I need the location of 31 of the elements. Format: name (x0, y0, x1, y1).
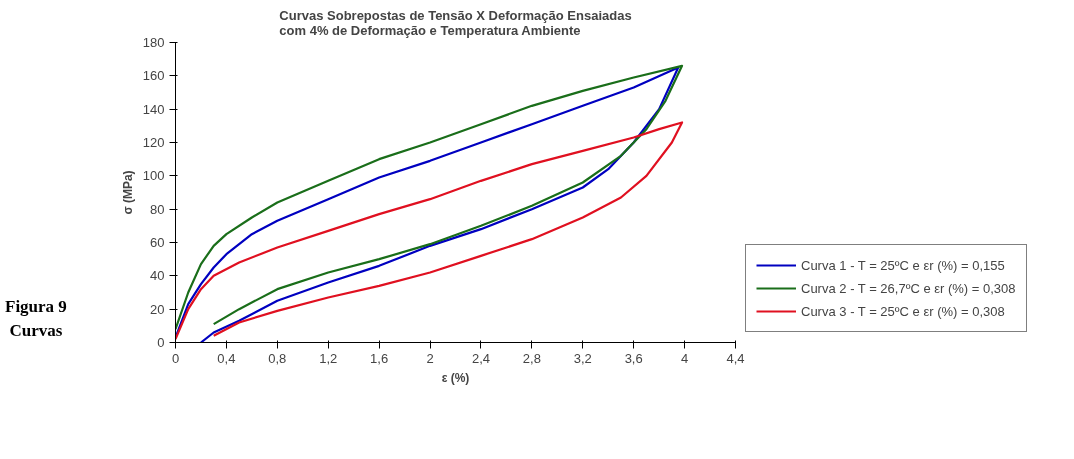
x-tick-label: 4,4 (726, 350, 745, 366)
y-tick-label: 120 (142, 135, 165, 150)
y-tick-label: 0 (157, 335, 165, 350)
y-tick-label: 180 (142, 35, 165, 50)
y-tick-label: 80 (150, 201, 165, 217)
y-tick-label: 40 (150, 268, 165, 284)
legend-label: Curva 2 - T = 26,7ºC e εr (%) = 0,308 (801, 280, 1016, 296)
y-axis-title: σ (MPa) (120, 170, 135, 215)
x-tick-label: 2,8 (522, 350, 541, 366)
text: Figura 9 (5, 297, 67, 316)
chart-title: Curvas Sobrepostas de Tensão X Deformação Ensaiadas com 4% de Deformação e Temperatura Ambiente (279, 7, 632, 38)
x-tick-label: 2 (426, 350, 434, 366)
line-series (175, 121, 684, 341)
x-tick-label: 2,4 (471, 350, 490, 366)
text: Curvas (9, 321, 63, 341)
x-tick-label: 4 (680, 350, 689, 366)
legend-label: Curva 3 - T = 25ºC e εr (%) = 0,308 (801, 303, 1005, 319)
y-tick-label: 100 (142, 168, 165, 184)
x-tick-label: 3,6 (624, 350, 643, 366)
x-tick-label: 0,4 (217, 350, 236, 366)
x-axis-title: ε (%) (441, 370, 470, 385)
y-tick-label: 60 (150, 235, 165, 250)
x-tick-label: 0 (171, 350, 180, 366)
x-tick-label: 1,2 (319, 350, 338, 366)
x-tick-label: 1,6 (370, 350, 389, 366)
y-tick-label: 140 (142, 101, 165, 117)
x-tick-label: 3,2 (573, 350, 592, 366)
x-tick-label: 0,8 (268, 350, 287, 366)
legend-label: Curva 1 - T = 25ºC e εr (%) = 0,155 (801, 257, 1005, 273)
y-tick-label: 160 (142, 68, 165, 84)
y-tick-label: 20 (150, 301, 165, 317)
